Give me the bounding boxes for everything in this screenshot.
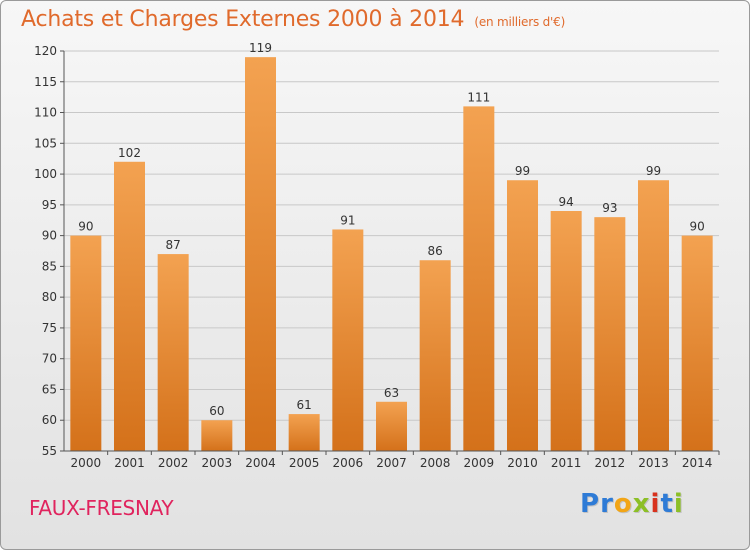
x-tick-label-2002: 2002 bbox=[158, 456, 189, 470]
x-tick-label-2006: 2006 bbox=[333, 456, 364, 470]
axes: 55 60 65 70 75 80 85 90 95 100 105 110 115 120 2000 200… bbox=[34, 44, 720, 470]
x-tick-label-2008: 2008 bbox=[420, 456, 451, 470]
y-tick-label: 70 bbox=[42, 352, 57, 366]
bar-2001 bbox=[114, 161, 145, 451]
bar-2007 bbox=[376, 401, 407, 451]
bar-2012 bbox=[594, 217, 626, 451]
bar-2014 bbox=[681, 235, 713, 451]
data-label-2007: 63 bbox=[384, 386, 399, 400]
y-tick-label: 100 bbox=[34, 167, 57, 181]
y-tick-label: 90 bbox=[42, 229, 57, 243]
x-tick-label-2005: 2005 bbox=[289, 456, 320, 470]
x-tick-label-2010: 2010 bbox=[507, 456, 538, 470]
bar-2010 bbox=[507, 180, 538, 451]
data-label-2005: 61 bbox=[297, 398, 312, 412]
data-label-2003: 60 bbox=[209, 404, 224, 418]
x-tick-label-2003: 2003 bbox=[202, 456, 233, 470]
y-tick-label: 80 bbox=[42, 290, 57, 304]
x-tick-label-2007: 2007 bbox=[376, 456, 407, 470]
x-tick-label-2000: 2000 bbox=[71, 456, 102, 470]
data-label-2002: 87 bbox=[166, 238, 181, 252]
data-label-2008: 86 bbox=[428, 244, 443, 258]
data-label-2006: 91 bbox=[340, 213, 355, 227]
logo-letter: o bbox=[613, 489, 633, 519]
y-tick-label: 75 bbox=[42, 321, 57, 335]
y-tick-label: 60 bbox=[42, 413, 57, 427]
y-tick-label: 65 bbox=[42, 382, 57, 396]
bar-2000 bbox=[70, 235, 102, 451]
data-label-2012: 93 bbox=[602, 201, 617, 215]
bars bbox=[70, 57, 713, 452]
logo-letter: P bbox=[580, 489, 601, 519]
chart-subtitle: (en milliers d'€) bbox=[474, 15, 566, 29]
logo-letter: i bbox=[673, 489, 684, 519]
y-tick-label: 95 bbox=[42, 198, 57, 212]
title-text: Achats et Charges Externes 2000 à 2014 bbox=[21, 7, 465, 32]
bar-2009 bbox=[463, 106, 495, 451]
x-tick-label-2009: 2009 bbox=[464, 456, 495, 470]
chart-title: Achats et Charges Externes 2000 à 2014 (e… bbox=[21, 7, 565, 32]
y-tick-label: 115 bbox=[34, 75, 57, 89]
bar-2002 bbox=[157, 254, 189, 451]
data-label-2004: 119 bbox=[249, 41, 272, 55]
logo-letter: r bbox=[600, 489, 614, 519]
data-label-2011: 94 bbox=[559, 195, 574, 209]
place-name: FAUX-FRESNAY bbox=[29, 496, 174, 520]
bar-2011 bbox=[550, 211, 582, 451]
y-tick-label: 85 bbox=[42, 259, 57, 273]
data-label-2001: 102 bbox=[118, 146, 141, 160]
data-labels: 90 102 87 60 119 61 91 63 86 111 99 94 93 99 90 bbox=[78, 41, 705, 418]
y-tick-label: 105 bbox=[34, 136, 57, 150]
data-label-2000: 90 bbox=[78, 220, 93, 234]
bar-2004 bbox=[245, 57, 276, 452]
logo-letter: t bbox=[660, 489, 674, 519]
data-label-2013: 99 bbox=[646, 164, 661, 178]
bar-2008 bbox=[419, 260, 451, 451]
y-tick-label: 110 bbox=[34, 106, 57, 120]
bar-2006 bbox=[332, 229, 364, 451]
bar-2013 bbox=[638, 180, 669, 451]
bar-2003 bbox=[201, 420, 233, 451]
bar-2005 bbox=[288, 414, 320, 451]
logo-letter: i bbox=[650, 489, 661, 519]
y-tick-label: 55 bbox=[42, 444, 57, 458]
x-tick-label-2004: 2004 bbox=[245, 456, 276, 470]
x-tick-label-2013: 2013 bbox=[638, 456, 669, 470]
proxiti-logo[interactable]: Proxiti bbox=[580, 489, 684, 519]
data-label-2014: 90 bbox=[690, 220, 705, 234]
x-tick-label-2014: 2014 bbox=[682, 456, 713, 470]
x-tick-label-2011: 2011 bbox=[551, 456, 582, 470]
logo-letter: x bbox=[632, 489, 651, 519]
x-tick-label-2001: 2001 bbox=[114, 456, 145, 470]
data-label-2009: 111 bbox=[467, 90, 490, 104]
y-tick-label: 120 bbox=[34, 44, 57, 58]
x-tick-label-2012: 2012 bbox=[595, 456, 626, 470]
data-label-2010: 99 bbox=[515, 164, 530, 178]
